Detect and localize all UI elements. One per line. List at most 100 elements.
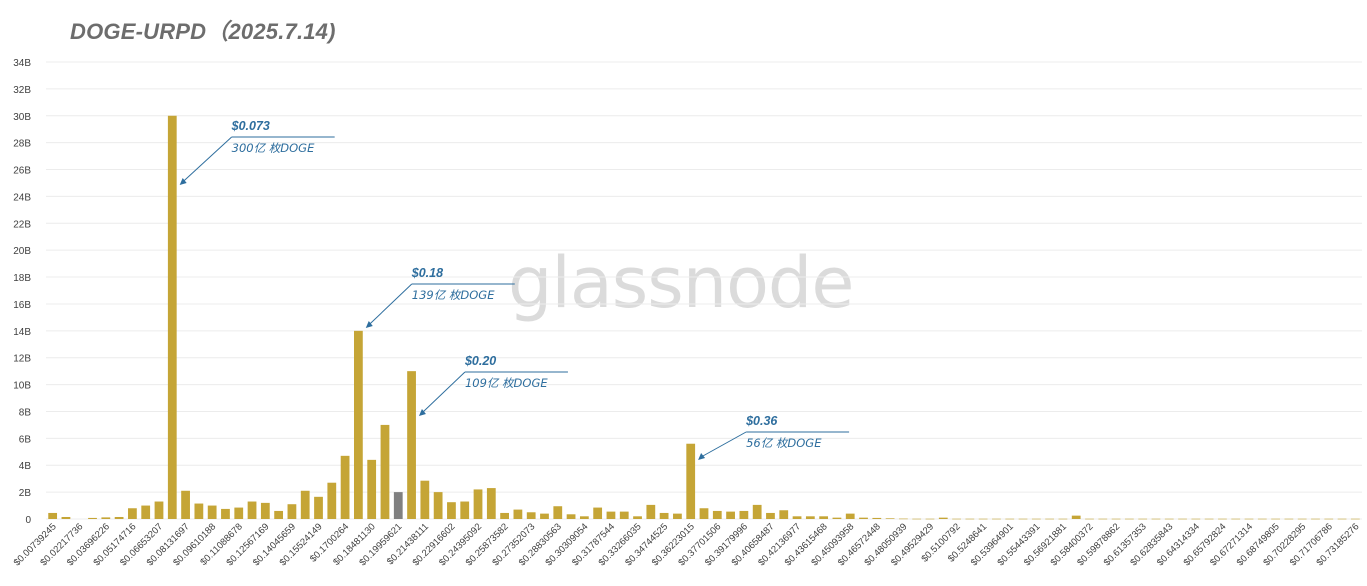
bar [486,488,496,519]
annotation-leader-line [182,136,233,183]
bar [899,518,908,520]
bar [327,482,337,519]
annotation-amount: 139亿 枚DOGE [412,288,495,302]
bar [766,512,775,519]
bar [101,517,111,519]
bar [181,490,190,519]
annotation-leader-line [368,283,413,326]
bar [128,508,137,519]
annotation-leader-line [421,371,466,414]
annotation-price: $0.18 [411,266,443,280]
bar [1178,518,1187,520]
bar [805,516,815,519]
bar [1204,518,1214,520]
bar [925,518,935,520]
bar [646,504,656,519]
y-tick-label: 4B [19,461,32,472]
annotation: $0.36 56亿 枚DOGE [698,414,850,460]
bar [832,517,842,519]
bar [420,480,430,519]
bar [992,518,1001,520]
bar [1045,518,1055,520]
y-tick-label: 32B [13,85,31,96]
x-axis-tick-labels: $0.00739245$0.02217736$0.03696226$0.0517… [12,521,1362,568]
bars [48,115,1360,520]
bar [300,490,310,519]
bar [88,517,97,519]
bar [712,510,722,519]
bar [1218,518,1227,520]
bar [260,502,270,519]
bar [1284,518,1294,520]
bar [1151,518,1161,520]
bar [1031,518,1041,520]
bar [912,518,922,520]
annotation-amount: 109亿 枚DOGE [465,376,548,390]
annotation-price: $0.36 [745,414,778,428]
grid-lines [46,61,1362,520]
bar [141,505,151,519]
bar [314,496,323,519]
y-tick-label: 12B [13,354,31,365]
bar [1138,518,1148,520]
bar [1297,518,1307,520]
bar [473,489,483,519]
annotation-price: $0.20 [464,354,496,368]
bar [154,501,164,519]
bar [407,371,416,519]
bar [1111,518,1121,520]
annotation-amount: 300亿 枚DOGE [232,141,315,155]
bar [699,508,709,519]
bar [234,507,244,519]
y-tick-label: 26B [13,166,31,177]
bar [1311,518,1320,520]
bar [1337,518,1347,520]
y-tick-label: 10B [13,381,31,392]
y-tick-label: 30B [13,112,31,123]
bar [1244,518,1254,520]
y-tick-label: 24B [13,192,31,203]
y-tick-label: 6B [19,434,32,445]
bar [61,516,71,519]
bar [1085,518,1094,520]
y-tick-label: 8B [19,407,32,418]
annotation-price: $0.073 [231,119,270,133]
page-title: DOGE-URPD（2025.7.14) [70,19,336,44]
bar [540,513,549,519]
bar [859,517,868,519]
bar [606,511,616,519]
bar [792,516,802,519]
annotations: $0.073 300亿 枚DOGE $0.18 139亿 枚DOGE $0.20 109亿… [179,119,850,460]
bar [1324,518,1334,520]
bar [194,503,204,519]
bar [433,492,443,519]
bar [1257,518,1267,520]
annotation-arrowhead [179,178,187,185]
annotation: $0.18 139亿 枚DOGE [365,266,515,328]
bar [274,510,284,519]
bar [167,115,177,519]
y-tick-label: 22B [13,219,31,230]
bar [965,518,975,520]
bar [593,507,603,519]
bar [380,424,390,519]
bar [619,511,629,519]
bar [938,517,948,519]
annotation: $0.073 300亿 枚DOGE [179,119,335,185]
bar [1271,518,1280,520]
bar [779,510,789,519]
bar [752,504,762,519]
bar [247,501,257,519]
annotation-leader-line [700,431,747,458]
bar [340,455,350,519]
y-tick-label: 34B [13,58,31,69]
y-tick-label: 0 [25,515,31,526]
bar [726,511,735,519]
annotation-arrowhead [698,453,706,460]
y-tick-label: 28B [13,139,31,150]
bar [1164,518,1174,520]
bar [513,509,523,519]
bar [739,510,749,519]
bar [287,504,297,519]
